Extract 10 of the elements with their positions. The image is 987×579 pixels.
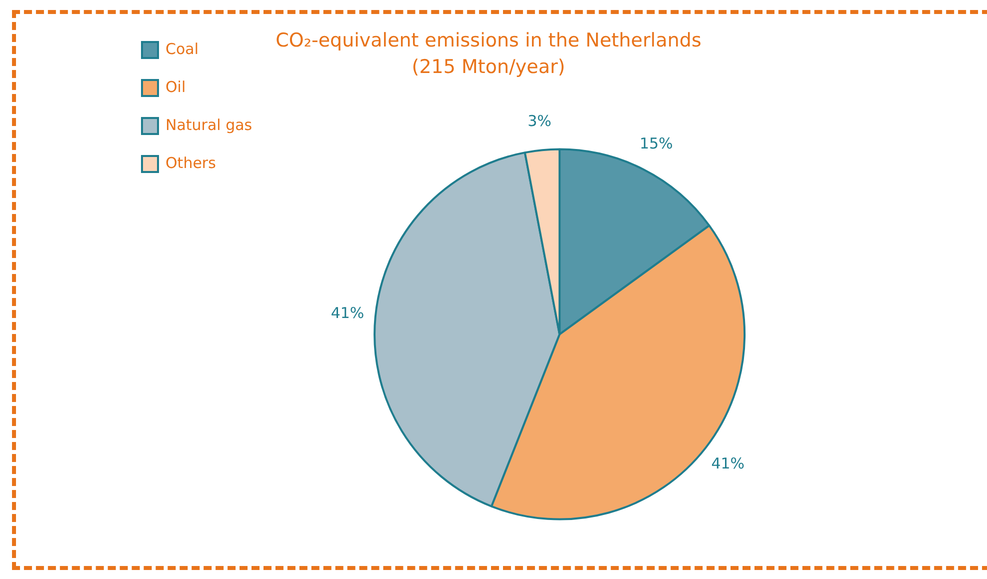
legend-label: Natural gas xyxy=(166,116,252,134)
legend-label: Coal xyxy=(166,40,199,58)
text: (215 Mton/year) xyxy=(412,56,566,78)
data-label: 41% xyxy=(711,454,745,473)
chart-title: CO₂-equivalent emissions in the Netherlands xyxy=(276,29,702,52)
data-label: 15% xyxy=(640,134,673,152)
legend-label: Others xyxy=(166,154,216,172)
legend-label: Oil xyxy=(166,78,186,96)
data-label: 3% xyxy=(528,112,552,130)
data-label: 41% xyxy=(330,304,364,322)
